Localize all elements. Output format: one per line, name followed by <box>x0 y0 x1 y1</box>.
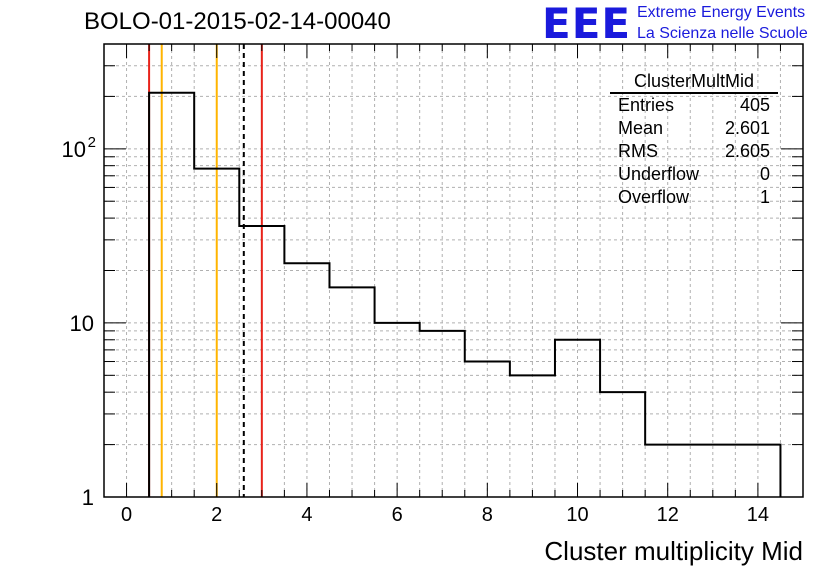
y-tick-label: 1 <box>82 485 94 510</box>
stats-value: 0 <box>759 164 770 184</box>
histogram-bin <box>555 340 600 497</box>
x-tick-label: 4 <box>301 504 312 526</box>
x-tick-label: 14 <box>747 504 769 526</box>
stats-label: Underflow <box>618 164 700 184</box>
stats-box: ClusterMultMid Entries 405 Mean 2.601 RM… <box>610 70 778 209</box>
logo-text: Extreme Energy Events La Scienza nelle S… <box>637 2 808 44</box>
x-tick-label: 0 <box>121 504 132 526</box>
stats-label: Entries <box>618 95 675 115</box>
histogram-bin <box>375 323 420 497</box>
histogram-bin <box>465 362 510 497</box>
x-axis-label: Cluster multiplicity Mid <box>544 536 803 566</box>
stats-label: Overflow <box>618 187 690 207</box>
stats-row-rms: RMS 2.605 <box>610 140 778 163</box>
stats-value: 1 <box>759 187 770 207</box>
stats-value: 405 <box>739 95 770 115</box>
stats-row-mean: Mean 2.601 <box>610 117 778 140</box>
chart-title: BOLO-01-2015-02-14-00040 <box>84 8 391 35</box>
stats-label: RMS <box>618 141 658 161</box>
histogram-bin <box>510 375 555 497</box>
x-tick-label: 2 <box>211 504 222 526</box>
stats-value: 2.605 <box>724 141 770 161</box>
grid-lines <box>103 43 804 497</box>
stats-value: 2.601 <box>724 118 770 138</box>
x-tick-label: 10 <box>566 504 588 526</box>
logo-line-1: Extreme Energy Events <box>637 4 806 21</box>
histogram-outline <box>148 91 782 497</box>
y-tick-label-exponent: 2 <box>88 134 96 151</box>
stats-label: Mean <box>618 118 664 138</box>
y-tick-label: 10 <box>70 311 94 336</box>
histogram-bin <box>239 226 284 497</box>
histogram-bin <box>149 93 194 497</box>
stats-title: ClusterMultMid <box>610 70 778 94</box>
plot-frame <box>103 43 804 498</box>
x-tick-label: 6 <box>392 504 403 526</box>
histogram-bin <box>645 445 780 497</box>
x-tick-label: 8 <box>482 504 493 526</box>
logo-line-2: La Scienza nelle Scuole <box>637 25 808 42</box>
x-tick-label: 12 <box>657 504 679 526</box>
histogram-bin <box>600 392 645 497</box>
histogram-series <box>148 91 782 497</box>
y-tick-label: 10 <box>62 137 86 162</box>
histogram-bin <box>420 331 465 497</box>
histogram-bin <box>194 169 239 497</box>
stats-row-underflow: Underflow 0 <box>610 163 778 186</box>
stats-row-overflow: Overflow 1 <box>610 186 778 209</box>
eee-logo: EEE <box>542 0 632 48</box>
histogram-bin <box>329 287 374 497</box>
histogram-bin <box>284 263 329 497</box>
stats-row-entries: Entries 405 <box>610 94 778 117</box>
